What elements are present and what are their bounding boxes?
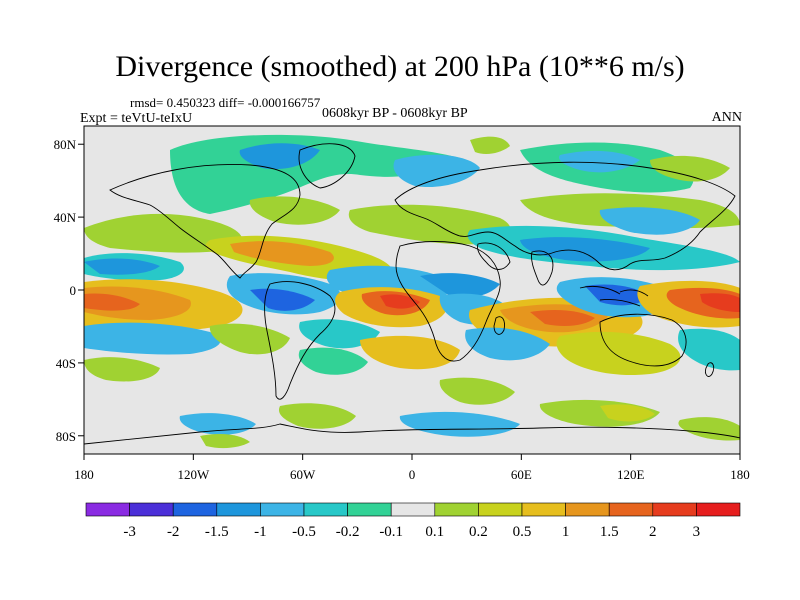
contour-blob xyxy=(380,294,420,309)
legend-swatch xyxy=(172,502,218,517)
lon-tick-label: 180 xyxy=(74,467,94,482)
legend-label: 1 xyxy=(562,524,570,540)
legend-swatch xyxy=(652,502,697,517)
legend-label: -2 xyxy=(167,524,180,540)
legend-swatch xyxy=(129,502,174,517)
coastline-arabia xyxy=(477,242,511,270)
legend-label: 2 xyxy=(649,524,657,540)
legend-swatch xyxy=(696,502,741,517)
contour-blob xyxy=(298,347,368,375)
contour-blob xyxy=(556,331,681,376)
lat-tick-label: 80N xyxy=(54,137,77,152)
experiment-label: Expt = teVtU-teIxU xyxy=(80,111,193,126)
legend-swatch xyxy=(521,502,566,517)
contour-blob xyxy=(399,411,520,437)
legend-swatch xyxy=(303,502,348,517)
contour-blob xyxy=(439,377,515,405)
contour-blob xyxy=(470,136,510,154)
contour-blob xyxy=(650,155,730,182)
legend-swatch xyxy=(216,502,261,517)
coastline-north-america xyxy=(109,164,301,279)
contour-blob xyxy=(520,237,650,262)
coastline-india xyxy=(531,250,554,286)
legend-swatch xyxy=(608,502,654,517)
lat-tick-label: 0 xyxy=(70,283,77,298)
map-field xyxy=(84,126,740,454)
legend-label: 1.5 xyxy=(600,524,619,540)
coastline-indonesia xyxy=(579,285,649,307)
lat-tick-label: 80S xyxy=(56,429,76,444)
coastline-new-zealand xyxy=(705,362,715,377)
legend-swatch xyxy=(478,502,523,517)
coastline-greenland xyxy=(298,143,356,189)
legend-label: -1.5 xyxy=(205,524,229,540)
legend-label: -3 xyxy=(123,524,136,540)
longitude-axis: 180 120W 60W 0 60E 120E 180 xyxy=(74,454,750,482)
period-label: 0608kyr BP - 0608kyr BP xyxy=(322,106,468,121)
legend-swatch xyxy=(347,502,392,517)
contour-blob xyxy=(600,404,655,422)
contour-blob xyxy=(360,335,460,370)
map-title: Divergence (smoothed) at 200 hPa (10**6 … xyxy=(115,50,685,83)
legend-label: 0.1 xyxy=(425,524,444,540)
contour-blob xyxy=(84,213,243,253)
contour-blob xyxy=(84,258,160,275)
legend-label: 3 xyxy=(693,524,701,540)
lon-tick-label: 120W xyxy=(177,467,210,482)
stats-text: rmsd= 0.450323 diff= -0.000166757 xyxy=(130,95,321,110)
coastline-madagascar xyxy=(493,316,505,335)
contour-blob xyxy=(230,241,334,266)
lon-tick-label: 60W xyxy=(290,467,316,482)
contour-blob xyxy=(599,207,700,235)
contour-blob xyxy=(299,319,380,349)
legend-swatch xyxy=(85,502,130,517)
contour-blob xyxy=(530,310,595,326)
coastline-antarctica xyxy=(84,423,740,445)
contour-blob xyxy=(393,154,480,188)
color-legend: -3 -2 -1.5 -1 -0.5 -0.2 -0.1 0.1 0.2 0.5 1 1.5 2 3 xyxy=(85,502,741,540)
contour-blob xyxy=(678,328,740,371)
contour-blob xyxy=(559,150,640,173)
coastline-africa xyxy=(395,241,501,362)
lon-tick-label: 0 xyxy=(409,467,416,482)
legend-label: -1 xyxy=(254,524,267,540)
contour-blob xyxy=(200,434,250,449)
lat-tick-label: 40N xyxy=(54,210,77,225)
legend-swatch xyxy=(260,502,305,517)
contour-blob xyxy=(84,293,140,311)
legend-label: -0.1 xyxy=(379,524,403,540)
lat-tick-label: 40S xyxy=(56,356,76,371)
coastline-australia xyxy=(599,313,687,367)
contour-blob xyxy=(84,357,160,382)
coastlines xyxy=(84,143,740,445)
legend-label: -0.5 xyxy=(292,524,316,540)
contour-blob xyxy=(420,273,500,298)
contour-blob xyxy=(465,327,550,361)
latitude-axis: 80N 40N 0 40S 80S xyxy=(54,137,84,444)
contour-blob xyxy=(700,293,740,312)
contour-blob xyxy=(278,403,356,429)
legend-swatch xyxy=(565,502,610,517)
legend-swatch xyxy=(390,502,436,517)
contour-blob xyxy=(249,196,340,225)
legend-label: 0.2 xyxy=(469,524,488,540)
legend-label: 0.5 xyxy=(513,524,532,540)
legend-label: -0.2 xyxy=(336,524,360,540)
lon-tick-label: 180 xyxy=(730,467,750,482)
lon-tick-label: 120E xyxy=(617,467,645,482)
coastline-south-america xyxy=(264,281,336,400)
lon-tick-label: 60E xyxy=(511,467,532,482)
coastline-eurasia xyxy=(394,161,736,271)
contour-blob xyxy=(84,322,221,355)
legend-swatch xyxy=(434,502,479,517)
season-label: ANN xyxy=(711,110,742,125)
